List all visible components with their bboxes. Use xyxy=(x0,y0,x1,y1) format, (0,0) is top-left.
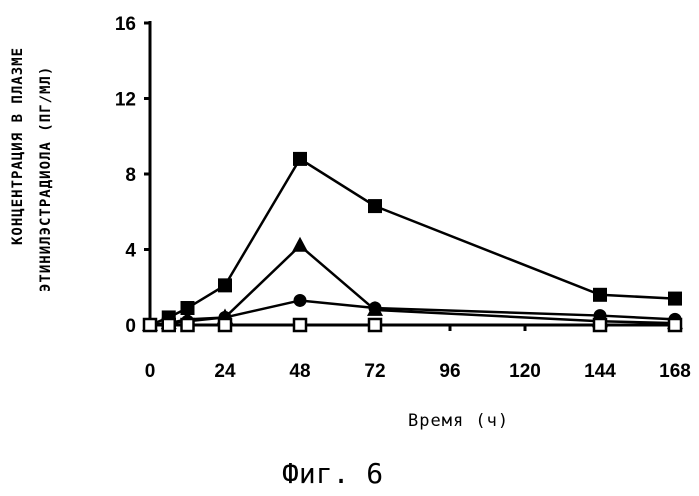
y-tick-label: 0 xyxy=(125,316,136,337)
data-point xyxy=(668,292,682,306)
x-tick-label: 72 xyxy=(364,361,385,382)
data-point xyxy=(369,319,381,331)
y-axis-label-line2: ЭТИНИЛЭСТРАДИОЛА (ПГ/МЛ) xyxy=(38,66,54,292)
x-tick-label: 0 xyxy=(145,361,156,382)
y-tick-labels: 0 4 8 12 16 xyxy=(115,14,137,337)
series-group xyxy=(142,152,683,332)
y-tick-label: 16 xyxy=(115,14,136,35)
y-tick-label: 8 xyxy=(125,165,136,186)
data-point xyxy=(163,319,175,331)
x-tick-label: 96 xyxy=(439,361,460,382)
data-point xyxy=(593,288,607,302)
data-point xyxy=(669,319,681,331)
y-tick-label: 12 xyxy=(115,90,136,111)
data-point xyxy=(369,302,382,315)
data-point xyxy=(292,237,308,252)
data-point xyxy=(219,319,231,331)
x-tick-label: 168 xyxy=(659,361,691,382)
x-tick-label: 24 xyxy=(214,361,236,382)
data-point xyxy=(218,278,232,292)
data-point xyxy=(294,294,307,307)
data-point xyxy=(294,319,306,331)
x-tick-labels: 0 24 48 72 96 120 144 168 xyxy=(145,361,691,382)
series-filled-square xyxy=(143,152,682,332)
x-tick-label: 120 xyxy=(509,361,541,382)
data-point xyxy=(182,319,194,331)
series-open-square xyxy=(144,319,681,331)
y-tick-label: 4 xyxy=(125,241,136,262)
figure-caption: Фиг. 6 xyxy=(282,457,383,490)
data-point xyxy=(144,319,156,331)
data-point xyxy=(594,319,606,331)
y-axis-label-line1: КОНЦЕНТРАЦИЯ В ПЛАЗМЕ xyxy=(10,47,26,245)
x-tick-label: 48 xyxy=(289,361,310,382)
x-tick-label: 144 xyxy=(584,361,616,382)
data-point xyxy=(293,152,307,166)
data-point xyxy=(368,199,382,213)
x-axis-label: Время (ч) xyxy=(408,411,509,431)
